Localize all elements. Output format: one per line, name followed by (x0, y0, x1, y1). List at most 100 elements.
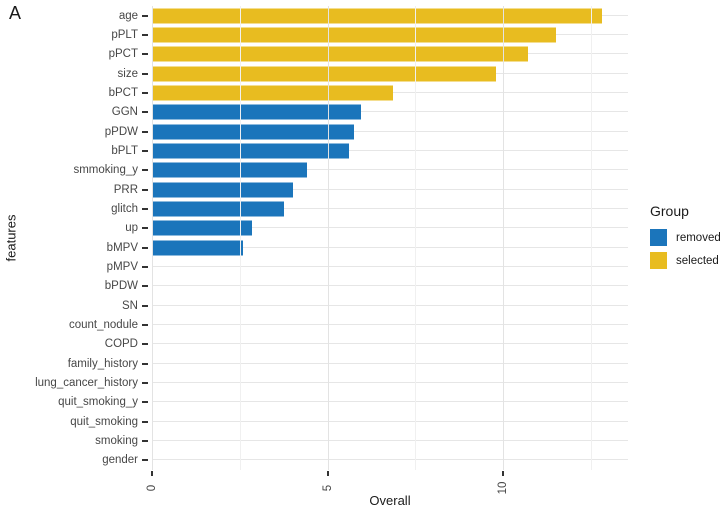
y-tick-mark (142, 265, 148, 268)
x-axis-ticks: 0 5 10 (146, 470, 628, 498)
plot-row (152, 296, 628, 315)
y-label-row: family_history (0, 354, 148, 373)
y-tick-label: pPLT (111, 28, 138, 41)
bar (152, 143, 349, 159)
y-label-row: SN (0, 296, 148, 315)
y-tick-label: glitch (111, 202, 138, 215)
y-label-row: glitch (0, 199, 148, 218)
y-label-row: age (0, 6, 148, 25)
y-label-row: bPCT (0, 83, 148, 102)
y-tick-mark (142, 285, 148, 288)
legend-item: selected (650, 252, 721, 269)
plot-area (152, 6, 628, 470)
y-tick-mark (142, 323, 148, 326)
y-tick-label: smmoking_y (73, 164, 138, 177)
y-tick-label: pPDW (104, 125, 138, 138)
x-tick-mark (151, 471, 153, 476)
y-tick-mark (142, 169, 148, 172)
y-label-row: quit_smoking (0, 412, 148, 431)
y-tick-mark (142, 111, 148, 114)
y-label-row: PRR (0, 180, 148, 199)
x-minor-gridline (591, 6, 593, 470)
y-tick-mark (142, 149, 148, 152)
y-tick-label: size (117, 67, 138, 80)
y-tick-mark (142, 227, 148, 230)
y-tick-mark (142, 91, 148, 94)
legend-title: Group (650, 203, 689, 219)
bar (152, 201, 284, 217)
plot-row (152, 161, 628, 180)
plot-row (152, 219, 628, 238)
y-tick-label: bPDW (104, 280, 138, 293)
y-tick-mark (142, 401, 148, 404)
plot-row (152, 431, 628, 450)
plot-row (152, 315, 628, 334)
y-tick-mark (142, 207, 148, 210)
y-label-row: quit_smoking_y (0, 393, 148, 412)
x-tick-label: 5 (321, 484, 334, 492)
plot-row (152, 277, 628, 296)
y-gridline (152, 285, 628, 287)
y-tick-label: quit_smoking_y (58, 396, 138, 409)
legend-item-label: selected (676, 254, 719, 267)
y-tick-label: lung_cancer_history (35, 376, 138, 389)
plot-row (152, 335, 628, 354)
y-label-row: count_nodule (0, 315, 148, 334)
y-tick-mark (142, 72, 148, 75)
y-label-row: pPCT (0, 45, 148, 64)
legend-item-label: removed (676, 231, 721, 244)
y-label-row: smmoking_y (0, 161, 148, 180)
plot-row (152, 83, 628, 102)
x-minor-gridline (415, 6, 417, 470)
bar (152, 66, 497, 82)
bar (152, 85, 393, 101)
y-label-row: bPLT (0, 141, 148, 160)
y-tick-label: GGN (111, 106, 138, 119)
y-label-row: bMPV (0, 238, 148, 257)
x-major-gridline (152, 6, 153, 470)
y-tick-mark (142, 188, 148, 191)
y-tick-label: gender (102, 454, 138, 467)
y-tick-label: pMPV (106, 260, 138, 273)
bar (152, 46, 528, 62)
y-label-row: gender (0, 451, 148, 470)
plot-rows (152, 6, 628, 470)
plot-row (152, 354, 628, 373)
y-tick-mark (142, 304, 148, 307)
y-label-row: GGN (0, 103, 148, 122)
y-tick-label: PRR (113, 183, 138, 196)
legend-swatch (650, 252, 667, 269)
y-tick-label: bPLT (111, 144, 138, 157)
x-tick-label: 0 (146, 484, 158, 492)
plot-row (152, 180, 628, 199)
y-tick-label: COPD (104, 338, 138, 351)
y-gridline (152, 188, 628, 190)
x-tick-mark (326, 471, 329, 476)
y-gridline (152, 401, 628, 403)
plot-row (152, 451, 628, 470)
bar (152, 104, 362, 120)
x-tick-mark (502, 471, 505, 476)
plot-row (152, 373, 628, 392)
y-gridline (152, 381, 628, 383)
y-tick-mark (142, 381, 148, 384)
y-gridline (152, 459, 628, 461)
y-gridline (152, 246, 628, 248)
plot-row (152, 199, 628, 218)
x-minor-gridline (239, 6, 241, 470)
y-gridline (152, 111, 628, 113)
y-tick-mark (142, 459, 148, 462)
bar (152, 240, 244, 256)
y-gridline (152, 149, 628, 151)
plot-row (152, 238, 628, 257)
plot-row (152, 103, 628, 122)
y-tick-label: count_nodule (68, 318, 138, 331)
y-label-row: COPD (0, 335, 148, 354)
y-tick-label: bMPV (106, 241, 138, 254)
x-axis-title: Overall (369, 493, 411, 508)
legend-swatch (650, 229, 667, 246)
bar (152, 220, 253, 236)
y-tick-mark (142, 33, 148, 36)
plot-row (152, 64, 628, 83)
